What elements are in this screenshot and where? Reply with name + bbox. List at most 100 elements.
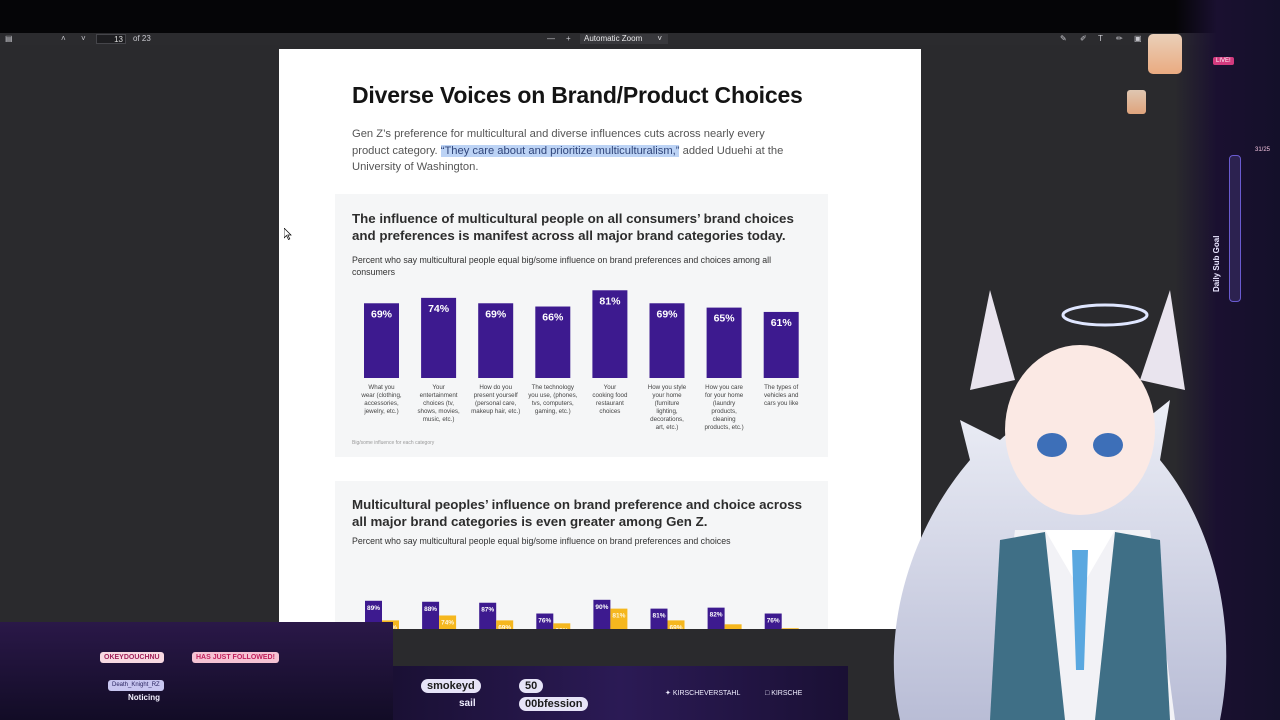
bar-value-label: 76% [767, 618, 780, 625]
bar-value-label: 88% [424, 606, 437, 613]
bar [592, 290, 628, 378]
bar-value-label: 69% [656, 308, 678, 320]
bar [478, 303, 514, 378]
category-label: your home [652, 392, 682, 399]
page-title: Diverse Voices on Brand/Product Choices [352, 82, 803, 108]
bar [439, 615, 457, 629]
bar-value-label: 74% [428, 303, 450, 315]
bar-value-label: 82% [710, 612, 723, 619]
follow-alert-text: HAS JUST FOLLOWED! [192, 652, 279, 663]
next-page-icon[interactable]: ˅ [81, 34, 86, 43]
draw-icon[interactable]: ✏ [1116, 34, 1123, 43]
zoom-select-value: Automatic Zoom [584, 34, 643, 43]
previous-page-icon[interactable]: ˄ [61, 34, 66, 43]
category-label: for your home [705, 392, 744, 399]
category-label: cars you like [764, 400, 799, 407]
category-label: vehicles and [764, 392, 799, 399]
highlight-icon[interactable]: ✐ [1080, 34, 1087, 43]
paragraph-text-end: added Uduehi at the University of Washin… [352, 144, 784, 174]
bottom-ticker-panel: smokeyd sail 50 00bfession ✦ KIRSCHEVERS… [393, 666, 848, 720]
zoom-out-icon[interactable]: — [547, 34, 555, 43]
bar [764, 613, 782, 629]
twitter-icon: ✦ [665, 690, 671, 697]
category-label: products, etc.) [704, 424, 743, 431]
bar-value-label: 69% [498, 624, 511, 629]
chart-title-gen-z: Multicultural peoples’ influence on bran… [352, 497, 802, 529]
bar-value-label: 69% [669, 624, 682, 629]
bar [364, 303, 399, 378]
category-label: How you care [705, 384, 743, 391]
category-label: music, etc.) [423, 416, 455, 423]
bar-value-label: 69% [485, 308, 507, 320]
bar [667, 620, 685, 629]
category-label: makeup hair, etc.) [471, 408, 520, 415]
window-top-bar [0, 0, 1280, 33]
bar-value-label: 66% [542, 312, 564, 324]
bar [781, 628, 799, 629]
category-label: How you style [648, 384, 687, 391]
bar-value-label: 89% [367, 605, 380, 612]
chart-title: The influence of multicultural people on… [352, 211, 794, 243]
bar [763, 311, 799, 378]
category-label: shows, movies, [417, 408, 460, 415]
category-label: How do you [479, 384, 512, 391]
chevron-down-icon: ˅ [657, 34, 662, 43]
zoom-in-icon[interactable]: + [566, 34, 571, 43]
bar-value-label: 87% [481, 607, 494, 614]
follower-name: OKEYDOUCHNU [100, 652, 164, 663]
bar-value-label: 81% [612, 613, 625, 620]
category-label: restaurant [596, 400, 624, 407]
category-label: tvs, computers, [532, 400, 574, 407]
bar-value-label: 61% [771, 317, 793, 329]
bar-chart-gen-z: 89% 88% 87% 76% 90% 81% 82% 76% 69% 74% 69% 66% 81% 6… [365, 599, 799, 629]
bar [365, 600, 382, 629]
category-label: What you [368, 384, 395, 391]
bar [650, 608, 668, 629]
bar [553, 623, 571, 629]
category-label: products, [711, 408, 737, 415]
chart-card-gen-z: Multicultural peoples’ influence on bran… [335, 481, 828, 629]
page-number-input[interactable]: 13 [96, 34, 126, 44]
category-label: The types of [764, 384, 798, 391]
bar [421, 297, 457, 378]
bar-value-label: 66% [555, 627, 568, 629]
sub-goal-progress-bar [1229, 155, 1241, 302]
ticker-name-1: smokeyd [421, 679, 481, 693]
social-twitter-handle: KIRSCHEVERSTAHL [672, 690, 741, 697]
category-label: choices [599, 408, 620, 415]
category-label: cleaning [713, 416, 737, 423]
bar [649, 303, 685, 378]
category-label: Your [604, 384, 617, 391]
category-label: decorations, [650, 416, 684, 423]
category-label: gaming, etc.) [535, 408, 571, 415]
bar-value-label: 76% [538, 618, 551, 625]
text-select-icon[interactable]: ✎ [1060, 34, 1067, 43]
sub-goal-count: 31/25 [1255, 147, 1271, 153]
category-label: accessories, [364, 400, 399, 407]
lantern-decoration-small [1127, 90, 1146, 114]
ticker-name-2: sail [459, 698, 476, 709]
bar [610, 608, 628, 629]
bar-value-label: 65% [727, 628, 740, 629]
bar-value-label: 74% [441, 619, 454, 626]
category-label: (furniture [655, 400, 680, 407]
chat-username: Death_Knight_RZ [108, 680, 164, 691]
ticker-value-2: 00bfession [519, 697, 589, 711]
live-badge: LIVE! [1213, 57, 1234, 65]
social-chat: □ KIRSCHE [765, 688, 802, 700]
category-label: Your [432, 384, 445, 391]
text-tool-icon[interactable]: T [1098, 34, 1103, 43]
paragraph-text: Gen Z’s preference for multicultural and… [352, 128, 765, 157]
bar [706, 307, 742, 378]
sidebar-toggle-icon[interactable]: ▤ [5, 34, 13, 43]
zoom-select[interactable]: Automatic Zoom ˅ [580, 34, 668, 44]
page-total-label: of 23 [133, 34, 151, 43]
image-icon[interactable]: ▣ [1134, 34, 1142, 43]
bar-value-label: 81% [652, 613, 665, 620]
pdf-page: Diverse Voices on Brand/Product Choices … [279, 49, 921, 629]
category-label: jewelry, etc.) [363, 408, 398, 415]
vtuber-avatar-image [893, 290, 1227, 720]
bar [593, 599, 611, 629]
category-label: you use, (phones, [528, 392, 577, 399]
